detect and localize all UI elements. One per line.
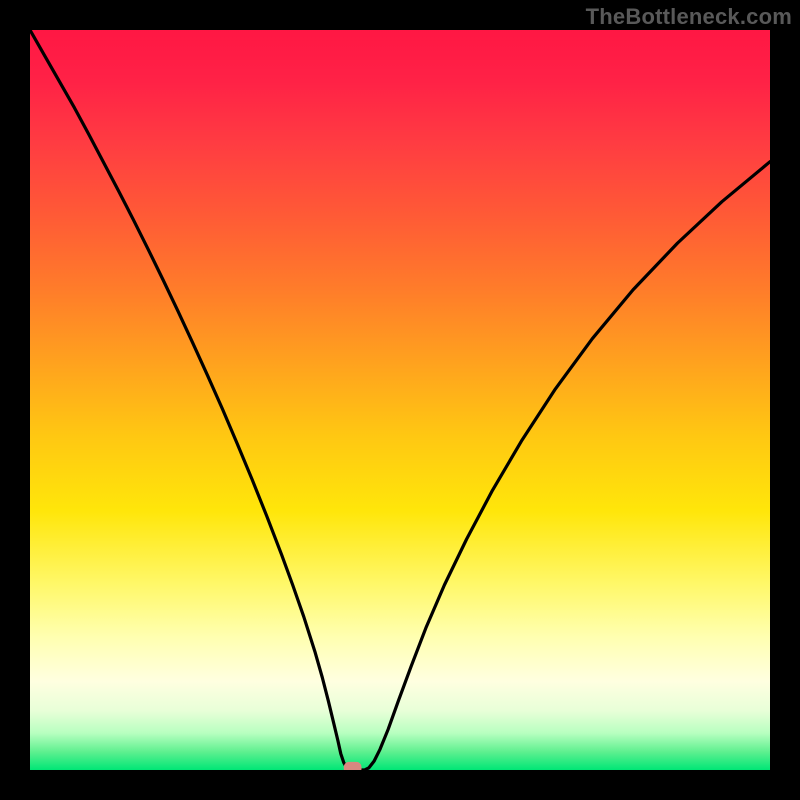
watermark-text: TheBottleneck.com — [586, 4, 792, 30]
chart-svg — [30, 30, 770, 770]
plot-area — [30, 30, 770, 770]
chart-container: TheBottleneck.com — [0, 0, 800, 800]
marker-point — [344, 762, 362, 770]
gradient-background — [30, 30, 770, 770]
